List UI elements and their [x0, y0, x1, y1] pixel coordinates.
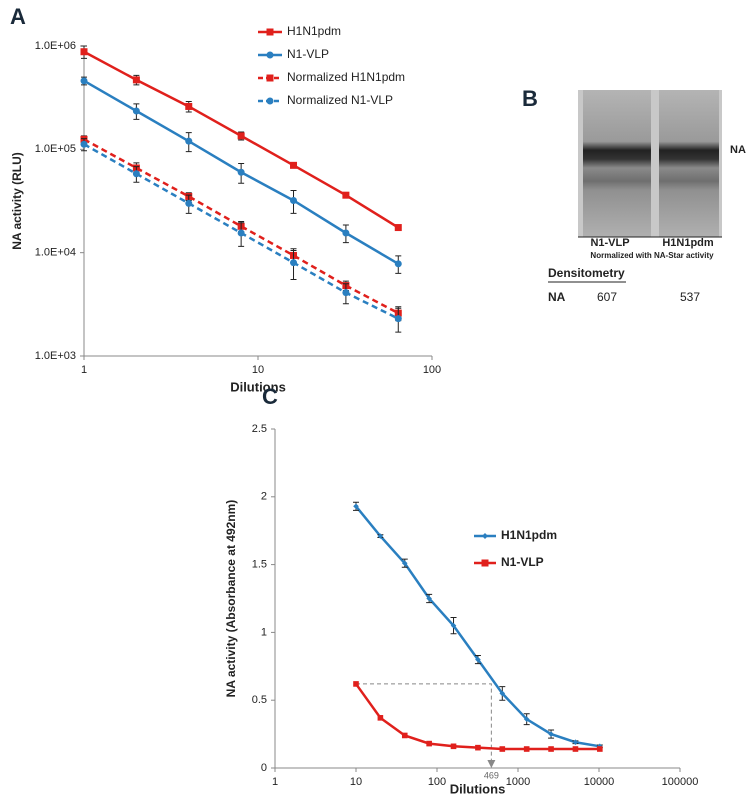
marker [523, 716, 530, 722]
legend-label: H1N1pdm [287, 24, 341, 38]
y-tick-label: 1.0E+05 [35, 143, 76, 155]
x-tick-label: 10000 [584, 776, 615, 788]
marker [426, 595, 432, 602]
marker [185, 199, 193, 207]
marker [394, 224, 402, 232]
blot-caption: Normalized with NA-Star activity [590, 251, 714, 260]
x-tick-label: 100 [428, 776, 446, 788]
table-title: Densitometry [548, 266, 625, 280]
marker [185, 102, 193, 110]
panel-label: B [522, 86, 538, 111]
y-tick-label: 1.0E+03 [35, 350, 76, 362]
marker [237, 168, 245, 176]
legend-label: Normalized H1N1pdm [287, 70, 405, 84]
marker [450, 622, 457, 629]
legend-label: H1N1pdm [501, 528, 557, 542]
marker [185, 137, 193, 145]
annotation-label: 469 [484, 770, 499, 780]
marker [394, 315, 402, 323]
marker [237, 229, 245, 237]
marker [401, 732, 408, 739]
y-tick-label: 1.5 [252, 559, 267, 571]
y-tick-label: 0.5 [252, 694, 267, 706]
legend-marker [266, 51, 274, 59]
legend-marker [266, 28, 274, 36]
marker [353, 681, 359, 687]
marker [132, 107, 140, 115]
marker [450, 743, 457, 750]
marker [80, 77, 88, 85]
legend-label: N1-VLP [287, 47, 329, 61]
x-axis-label: Dilutions [450, 781, 506, 796]
marker [342, 289, 350, 297]
legend-label: Normalized N1-VLP [287, 93, 393, 107]
marker [353, 503, 359, 510]
marker [342, 229, 350, 237]
band-label: NA [730, 144, 746, 156]
marker [548, 731, 554, 737]
lane-label: H1N1pdm [662, 237, 714, 249]
y-tick-label: 2.5 [252, 423, 267, 435]
y-tick-label: 1.0E+06 [35, 40, 76, 52]
y-tick-label: 1 [261, 626, 267, 638]
legend-marker [266, 74, 274, 82]
blot-lane [659, 90, 719, 237]
legend-marker [266, 97, 274, 105]
chart: C 0 0.5 1 1.5 2 2.5 1 10 100 1000 10000 100000 Diluti… [224, 384, 698, 797]
marker [80, 48, 88, 56]
x-tick-label: 100 [423, 364, 441, 376]
chart: A 1.0E+03 1.0E+04 1.0E+05 1.0E+06 1 10 100 Dilut… [10, 4, 441, 395]
panel-label: C [262, 384, 278, 409]
table-cell: 537 [680, 290, 700, 304]
marker [377, 715, 384, 721]
y-axis-label: NA activity (Absorbance at 492nm) [224, 500, 238, 698]
marker [290, 196, 298, 204]
marker [342, 191, 350, 199]
panel-label: A [10, 4, 26, 29]
marker [475, 656, 481, 663]
marker [132, 76, 140, 84]
legend-label: N1-VLP [501, 555, 544, 569]
y-tick-label: 1.0E+04 [35, 247, 76, 259]
marker [80, 140, 88, 148]
marker [394, 260, 402, 268]
lane-label: N1-VLP [590, 237, 629, 249]
marker [523, 746, 530, 752]
marker [475, 744, 481, 751]
legend-marker [481, 559, 489, 567]
x-tick-label: 1 [272, 776, 278, 788]
x-tick-label: 10 [252, 364, 264, 376]
x-tick-label: 100000 [662, 776, 699, 788]
y-tick-label: 0 [261, 762, 267, 774]
marker [401, 560, 408, 567]
marker [426, 740, 432, 747]
marker [132, 170, 140, 178]
x-tick-label: 1000 [506, 776, 530, 788]
blot-lane [583, 90, 651, 237]
annotation-arrow [487, 760, 496, 768]
marker [572, 746, 579, 752]
legend-marker [482, 533, 488, 539]
marker [499, 746, 506, 752]
marker [290, 161, 298, 169]
marker [499, 690, 506, 697]
blot-panel: B NA N1-VLP H1N1pdm Normalized with NA-S… [522, 86, 746, 304]
marker [237, 132, 245, 140]
marker [572, 739, 579, 746]
x-axis-label: Dilutions [230, 379, 286, 394]
marker [377, 533, 384, 539]
annotation-guide [356, 683, 492, 764]
series-line [355, 505, 601, 748]
marker [597, 746, 603, 752]
y-axis-label: NA activity (RLU) [10, 152, 24, 250]
table-cell: 607 [597, 290, 617, 304]
marker [290, 259, 298, 267]
table-cell: NA [548, 290, 566, 304]
x-tick-label: 1 [81, 364, 87, 376]
y-tick-label: 2 [261, 491, 267, 503]
marker [548, 746, 554, 752]
x-tick-label: 10 [350, 776, 362, 788]
